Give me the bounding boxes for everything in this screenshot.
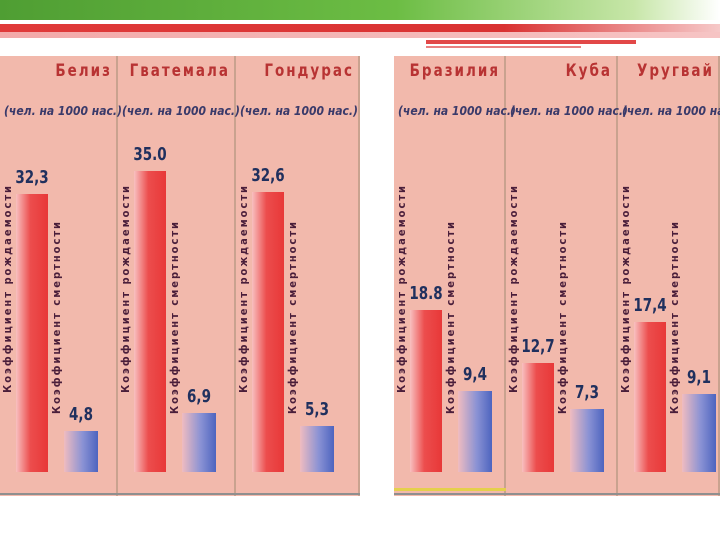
- birth-value-label: 32,6: [251, 163, 285, 186]
- top-pink-band: [0, 32, 720, 38]
- bar-birth-rate: [522, 362, 554, 472]
- death-rate-series-label: Коэффициент смертности: [286, 220, 299, 414]
- bar-death-rate: [570, 409, 604, 472]
- decor-yellow-line: [394, 488, 506, 491]
- death-value-label: 6,9: [187, 384, 211, 407]
- decor-red-line-thin: [426, 46, 581, 48]
- chart-panel: Уругвай (чел. на 1000 нас.) 17,4 9,1 Коэффиц…: [618, 56, 720, 496]
- bar-birth-rate: [410, 310, 442, 472]
- unit-label: (чел. на 1000 нас.): [240, 104, 358, 118]
- death-rate-series-label: Коэффициент смертности: [444, 220, 457, 414]
- death-value-label: 9,4: [463, 363, 487, 385]
- bar-birth-rate: [134, 171, 166, 472]
- bar-death-rate: [458, 391, 492, 472]
- death-rate-series-label: Коэффициент смертности: [168, 220, 181, 414]
- death-rate-series-label: Коэффициент смертности: [50, 220, 63, 414]
- panel-divider: [116, 56, 118, 496]
- unit-label: (чел. на 1000 нас.): [4, 104, 122, 118]
- panel-divider: [616, 56, 618, 496]
- top-green-band: [0, 0, 720, 20]
- birth-value-label: 17,4: [633, 294, 667, 317]
- country-label: Гватемала: [129, 60, 230, 81]
- country-label: Белиз: [55, 60, 112, 81]
- birth-value-label: 12,7: [521, 334, 555, 357]
- bar-death-rate: [182, 412, 216, 472]
- birth-value-label: 32,3: [15, 166, 49, 189]
- death-value-label: 5,3: [305, 398, 329, 421]
- birth-rate-series-label: Коэффициент рождаемости: [395, 184, 408, 393]
- unit-label: (чел. на 1000 нас.): [510, 104, 628, 118]
- chart-group-central-america: Белиз (чел. на 1000 нас.) 32,3 4,8 Коэффицие…: [0, 56, 360, 496]
- chart-panel: Гондурас (чел. на 1000 нас.) 32,6 5,3 Коэффи…: [236, 56, 360, 496]
- chart-panel: Белиз (чел. на 1000 нас.) 32,3 4,8 Коэффицие…: [0, 56, 122, 496]
- birth-value-label: 35.0: [133, 143, 167, 165]
- chart-group-south-america: Бразилия (чел. на 1000 нас.) 18.8 9,4 Коэффи…: [394, 56, 720, 496]
- death-value-label: 7,3: [575, 381, 599, 404]
- panel-divider: [358, 56, 360, 496]
- country-label: Бразилия: [409, 60, 500, 81]
- unit-label: (чел. на 1000 нас.): [398, 104, 516, 118]
- chart-panel: Куба (чел. на 1000 нас.) 12,7 7,3 Коэффициен…: [506, 56, 628, 496]
- chart-panel: Гватемала (чел. на 1000 нас.) 35.0 6,9 Коэфф…: [118, 56, 240, 496]
- bar-death-rate: [300, 426, 334, 472]
- decor-red-line: [426, 40, 636, 44]
- birth-rate-series-label: Коэффициент рождаемости: [237, 184, 250, 393]
- unit-label: (чел. на 1000 нас.): [122, 104, 240, 118]
- top-red-band: [0, 24, 720, 32]
- death-value-label: 9,1: [687, 365, 711, 388]
- birth-rate-series-label: Коэффициент рождаемости: [507, 184, 520, 393]
- death-rate-series-label: Коэффициент смертности: [668, 220, 681, 414]
- country-label: Уругвай: [636, 60, 714, 81]
- chart-baseline: [0, 493, 360, 495]
- panel-divider: [504, 56, 506, 496]
- bar-birth-rate: [16, 194, 48, 472]
- birth-rate-series-label: Коэффициент рождаемости: [119, 184, 132, 393]
- unit-label: (чел. на 1000 нас.): [622, 104, 720, 118]
- bar-birth-rate: [634, 322, 666, 472]
- chart-baseline: [394, 493, 720, 495]
- birth-rate-series-label: Коэффициент рождаемости: [1, 184, 14, 393]
- bar-death-rate: [64, 430, 98, 472]
- panel-divider: [234, 56, 236, 496]
- death-value-label: 4,8: [69, 402, 93, 425]
- bar-birth-rate: [252, 191, 284, 472]
- chart-panel: Бразилия (чел. на 1000 нас.) 18.8 9,4 Коэффи…: [394, 56, 516, 496]
- bar-death-rate: [682, 393, 716, 472]
- country-label: Гондурас: [264, 60, 354, 81]
- birth-value-label: 18.8: [409, 282, 443, 305]
- birth-rate-series-label: Коэффициент рождаемости: [619, 184, 632, 393]
- death-rate-series-label: Коэффициент смертности: [556, 220, 569, 414]
- country-label: Куба: [565, 60, 612, 81]
- panel-divider: [718, 56, 720, 496]
